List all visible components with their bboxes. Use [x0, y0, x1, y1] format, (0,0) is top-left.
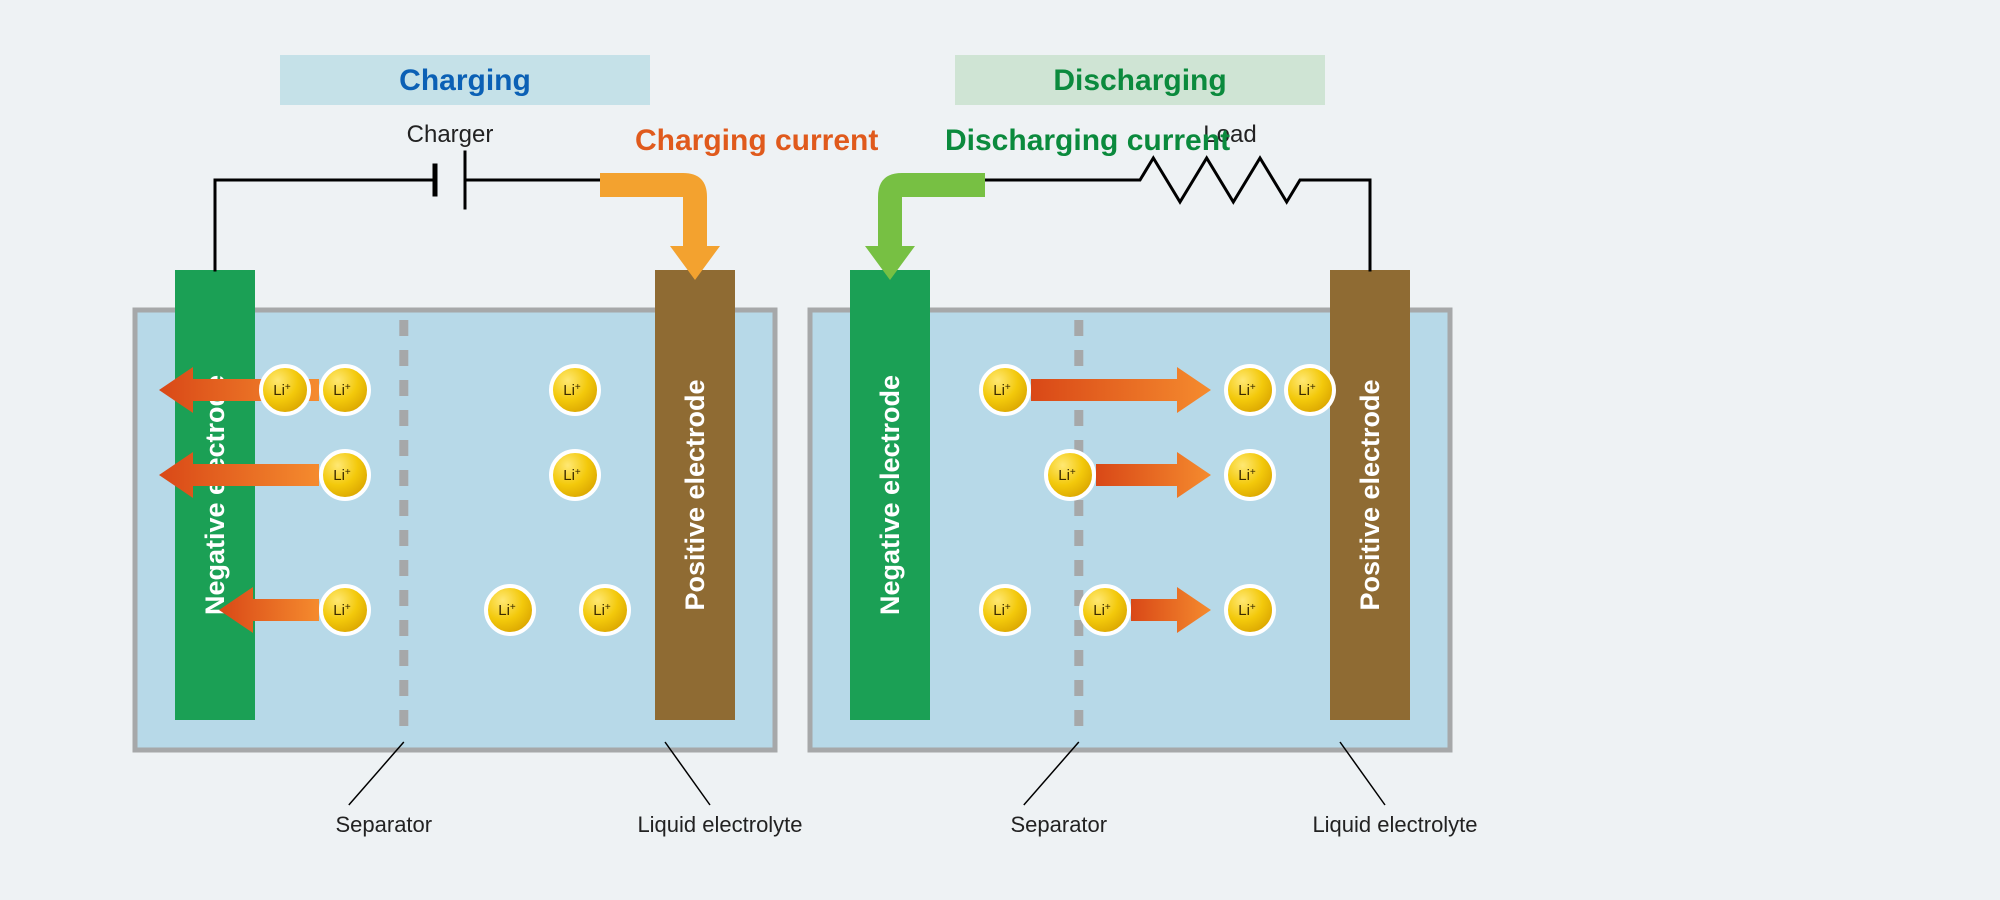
panel-title: Discharging	[1053, 64, 1226, 97]
lithium-ion: Li+	[1286, 366, 1334, 414]
lithium-ion: Li+	[1046, 451, 1094, 499]
lithium-ion: Li+	[1226, 586, 1274, 634]
electrolyte-label: Liquid electrolyte	[1312, 812, 1477, 837]
lithium-ion: Li+	[1226, 366, 1274, 414]
panel-title: Charging	[399, 64, 531, 97]
positive-electrode-label: Positive electrode	[680, 379, 710, 610]
lithium-ion: Li+	[551, 366, 599, 414]
lithium-ion: Li+	[581, 586, 629, 634]
lithium-ion: Li+	[321, 586, 369, 634]
negative-electrode-label: Negative electrode	[200, 375, 230, 615]
battery-diagram: Charging Negative electrode Positive elect…	[0, 0, 2000, 900]
lithium-ion: Li+	[321, 451, 369, 499]
discharging-current-label: Discharging current	[945, 124, 1230, 157]
lithium-ion: Li+	[486, 586, 534, 634]
positive-electrode-label: Positive electrode	[1355, 379, 1385, 610]
lithium-ion: Li+	[551, 451, 599, 499]
lithium-ion: Li+	[261, 366, 309, 414]
lithium-ion: Li+	[1226, 451, 1274, 499]
lithium-ion: Li+	[981, 366, 1029, 414]
lithium-ion: Li+	[321, 366, 369, 414]
negative-electrode-label: Negative electrode	[875, 375, 905, 615]
separator-label: Separator	[335, 812, 432, 837]
electrolyte-label: Liquid electrolyte	[637, 812, 802, 837]
charging-current-label: Charging current	[635, 124, 878, 157]
separator-label: Separator	[1010, 812, 1107, 837]
lithium-ion: Li+	[1081, 586, 1129, 634]
charger-label: Charger	[407, 121, 494, 148]
lithium-ion: Li+	[981, 586, 1029, 634]
